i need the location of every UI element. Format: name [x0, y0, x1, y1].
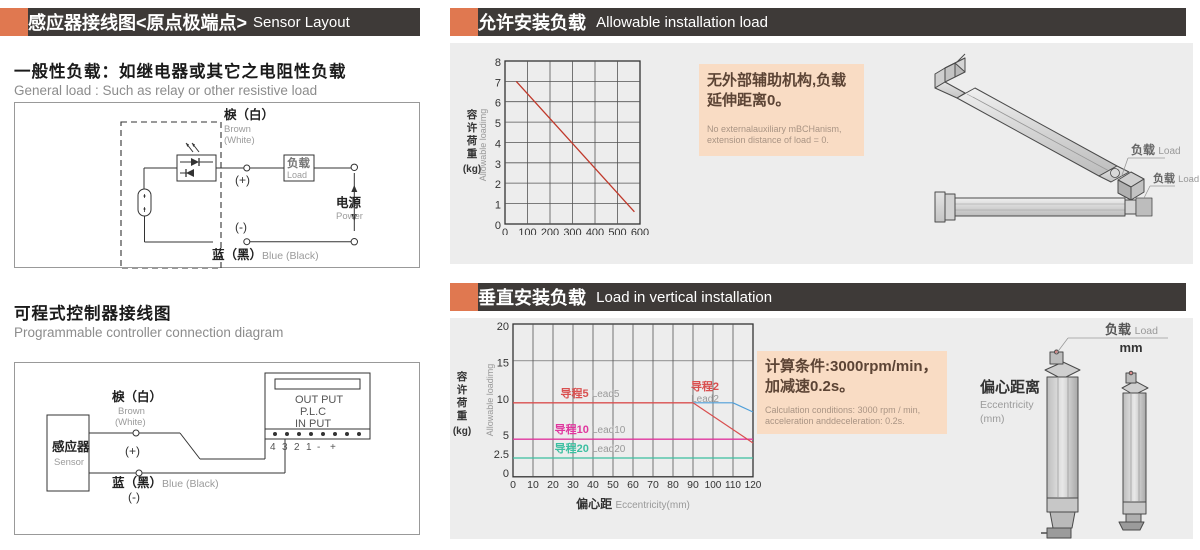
- svg-text:OUT PUT: OUT PUT: [295, 394, 343, 406]
- svg-text:-: -: [317, 442, 320, 453]
- svg-text:感应器: 感应器: [52, 439, 90, 454]
- svg-text:2: 2: [495, 179, 501, 191]
- svg-text:电源: 电源: [336, 195, 362, 210]
- svg-text:(kg): (kg): [453, 426, 471, 437]
- svg-text:容: 容: [456, 370, 468, 383]
- svg-text:0: 0: [503, 468, 509, 480]
- svg-text:100: 100: [705, 480, 722, 491]
- svg-text:导程5 Lead5: 导程5 Lead5: [561, 386, 620, 400]
- svg-text:1: 1: [495, 200, 501, 212]
- svg-text:5: 5: [495, 118, 501, 130]
- svg-text:2.5: 2.5: [494, 449, 509, 461]
- svg-text:200: 200: [541, 227, 559, 235]
- svg-text:80: 80: [667, 479, 679, 491]
- svg-text:许: 许: [467, 121, 478, 134]
- svg-text:20: 20: [547, 479, 559, 491]
- svg-text:50: 50: [607, 479, 619, 491]
- svg-text:0: 0: [502, 227, 508, 235]
- svg-text:0: 0: [495, 220, 501, 232]
- svg-text:棙（白）: 棙（白）: [224, 107, 274, 122]
- svg-text:Load: Load: [287, 170, 307, 180]
- svg-text:Lead2: Lead2: [691, 394, 719, 405]
- svg-text:120: 120: [745, 480, 762, 491]
- svg-text:(+): (+): [125, 444, 140, 458]
- svg-text:60: 60: [627, 479, 639, 491]
- svg-text:20: 20: [497, 321, 509, 333]
- svg-text:(-): (-): [128, 490, 140, 504]
- svg-text:许: 许: [457, 383, 468, 396]
- svg-text:Allowable loadimg: Allowable loadimg: [478, 109, 488, 182]
- svg-text:荷: 荷: [456, 396, 468, 409]
- svg-text:4: 4: [270, 442, 276, 453]
- svg-text:Brown: Brown: [224, 124, 251, 135]
- svg-text:Allowable loadimg: Allowable loadimg: [485, 364, 495, 437]
- svg-text:10: 10: [497, 394, 509, 406]
- svg-text:6: 6: [495, 98, 501, 110]
- svg-text:重: 重: [457, 409, 468, 422]
- svg-text:mm: mm: [1119, 340, 1142, 355]
- svg-text:P.L.C: P.L.C: [300, 406, 326, 418]
- svg-text:荷: 荷: [466, 134, 478, 147]
- svg-text:(-): (-): [235, 220, 247, 234]
- svg-text:(White): (White): [115, 417, 146, 428]
- svg-text:5: 5: [503, 430, 509, 442]
- svg-text:导程10 Lead10: 导程10 Lead10: [555, 422, 626, 436]
- svg-text:110: 110: [725, 480, 741, 491]
- svg-text:棙（白）: 棙（白）: [112, 389, 162, 404]
- svg-text:容: 容: [466, 108, 478, 121]
- svg-text:600: 600: [631, 227, 649, 235]
- svg-text:90: 90: [687, 479, 699, 491]
- svg-text:300: 300: [563, 227, 581, 235]
- svg-text:(White): (White): [224, 135, 255, 146]
- svg-text:IN PUT: IN PUT: [295, 418, 331, 430]
- svg-text:蓝（黑）Blue (Black): 蓝（黑）Blue (Black): [112, 475, 219, 490]
- svg-text:重: 重: [467, 147, 478, 160]
- svg-text:导程20 Lead20: 导程20 Lead20: [555, 441, 626, 455]
- svg-text:0: 0: [510, 479, 516, 491]
- svg-text:70: 70: [647, 479, 659, 491]
- svg-text:(mm): (mm): [980, 413, 1005, 425]
- svg-text:10: 10: [527, 479, 539, 491]
- svg-text:负载 Load: 负载 Load: [1105, 322, 1158, 337]
- svg-text:3: 3: [495, 159, 501, 171]
- svg-text:Sensor: Sensor: [54, 457, 84, 468]
- svg-text:导程2: 导程2: [691, 379, 719, 393]
- svg-text:400: 400: [586, 227, 604, 235]
- svg-text:7: 7: [495, 77, 501, 89]
- svg-text:Power: Power: [336, 211, 363, 222]
- svg-text:偏心距 Eccentricity(mm): 偏心距 Eccentricity(mm): [576, 496, 690, 511]
- svg-text:30: 30: [567, 479, 579, 491]
- svg-text:4: 4: [495, 138, 501, 150]
- svg-text:负载 Load: 负载 Load: [1153, 171, 1199, 185]
- svg-text:Eccentricity: Eccentricity: [980, 399, 1034, 411]
- svg-text:偏心距离: 偏心距离: [980, 378, 1040, 396]
- svg-text:100: 100: [518, 227, 536, 235]
- svg-text:2: 2: [294, 442, 300, 453]
- svg-text:3: 3: [282, 442, 288, 453]
- svg-text:500: 500: [608, 227, 626, 235]
- svg-text:(+): (+): [235, 173, 250, 187]
- svg-text:40: 40: [587, 479, 599, 491]
- svg-text:15: 15: [497, 357, 509, 369]
- svg-text:Brown: Brown: [118, 406, 145, 417]
- svg-text:1: 1: [306, 442, 312, 453]
- svg-text:负载 Load: 负载 Load: [1131, 142, 1181, 157]
- svg-text:+: +: [330, 442, 336, 453]
- svg-text:负载: 负载: [287, 156, 310, 170]
- svg-text:蓝（黑）Blue (Black): 蓝（黑）Blue (Black): [212, 247, 319, 262]
- svg-text:8: 8: [495, 57, 501, 69]
